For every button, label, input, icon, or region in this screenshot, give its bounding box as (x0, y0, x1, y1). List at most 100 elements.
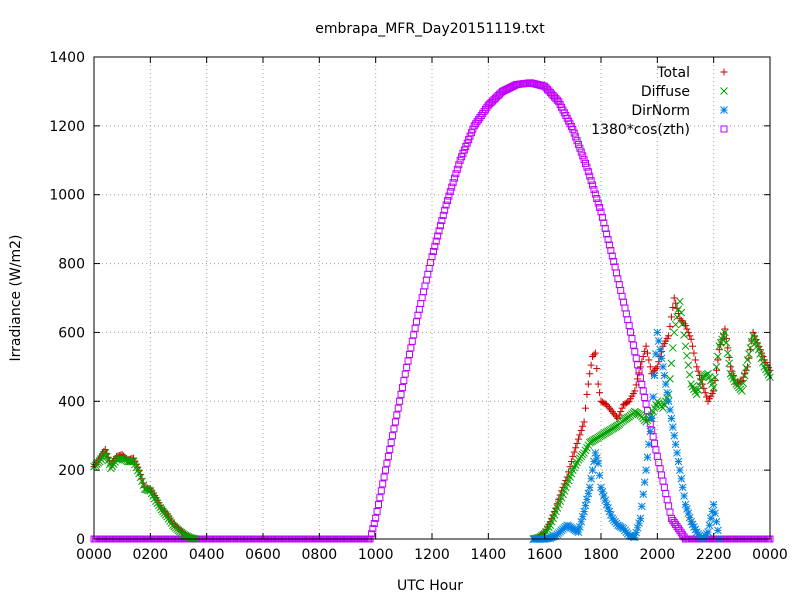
data-point (671, 440, 680, 449)
data-point (652, 365, 660, 373)
data-point (660, 371, 669, 380)
data-point (163, 512, 172, 521)
data-point (403, 364, 411, 372)
data-point (682, 322, 689, 330)
data-point (583, 495, 591, 504)
legend-label: Total (656, 65, 690, 81)
y-tick-label: 1000 (49, 188, 85, 204)
data-point (188, 534, 197, 543)
data-point (630, 533, 639, 542)
data-point (701, 389, 709, 397)
data-point (573, 137, 581, 145)
data-point (596, 389, 604, 397)
data-point (728, 367, 736, 375)
data-point (587, 474, 595, 483)
data-point (432, 237, 440, 245)
data-point (382, 466, 390, 474)
data-point (739, 379, 748, 388)
data-point (574, 435, 582, 443)
data-point (107, 464, 115, 473)
data-point (408, 337, 416, 345)
data-point (398, 384, 406, 392)
data-point (431, 242, 439, 250)
data-point (625, 322, 633, 330)
data-point (372, 514, 380, 522)
data-point (152, 497, 160, 505)
data-point (390, 425, 398, 433)
data-point (434, 232, 442, 240)
data-point (709, 383, 718, 392)
data-point (680, 331, 688, 339)
data-point (696, 371, 704, 379)
data-point (723, 349, 732, 357)
data-point (154, 501, 163, 510)
data-point (664, 397, 673, 406)
data-point (759, 358, 767, 367)
data-point (754, 345, 763, 354)
data-point (451, 174, 459, 182)
data-point (714, 352, 722, 361)
data-point (591, 449, 600, 457)
data-point (667, 359, 676, 368)
data-point (638, 380, 646, 388)
data-point (645, 440, 653, 449)
x-tick-label: 1800 (583, 547, 619, 563)
data-point (705, 521, 714, 530)
data-point (567, 458, 575, 466)
x-axis-label: UTC Hour (397, 578, 463, 594)
data-point (685, 513, 694, 522)
data-point (666, 406, 674, 414)
legend-marker (720, 68, 728, 76)
data-point (677, 308, 686, 317)
data-point (576, 431, 584, 439)
data-point (369, 525, 377, 533)
data-point (698, 380, 706, 388)
data-point (724, 344, 732, 352)
data-point (725, 359, 734, 368)
x-tick-label: 1000 (358, 547, 394, 563)
data-point (631, 348, 639, 356)
x-tick-label: 0200 (133, 547, 169, 563)
data-point (666, 322, 674, 330)
data-point (153, 499, 162, 508)
data-point (438, 217, 446, 225)
legend: Total Diffuse DirNorm 1380*cos(zth) (591, 65, 728, 138)
data-point (639, 387, 647, 395)
legend-label: DirNorm (631, 103, 690, 119)
data-point (581, 501, 590, 510)
grid-lines (94, 57, 770, 539)
data-point (652, 446, 660, 454)
data-point (669, 303, 677, 311)
legend-label: Diffuse (641, 84, 690, 100)
data-point (579, 422, 587, 430)
data-point (574, 528, 583, 536)
data-point (683, 351, 691, 360)
data-point (749, 328, 757, 336)
data-point (577, 148, 585, 156)
data-point (436, 222, 444, 230)
data-point (584, 380, 592, 388)
data-point (676, 466, 684, 474)
data-point (397, 390, 405, 398)
data-point (637, 502, 646, 511)
data-point (374, 501, 382, 509)
data-point (383, 459, 391, 467)
data-point (449, 179, 457, 187)
data-point (721, 325, 729, 333)
data-point (618, 404, 626, 412)
data-point (643, 453, 652, 462)
data-point (639, 353, 647, 361)
data-point (391, 418, 399, 426)
data-point (582, 404, 590, 412)
data-point (583, 163, 591, 171)
data-point (691, 356, 699, 364)
data-point (639, 490, 648, 499)
data-point (164, 514, 173, 523)
data-point (654, 337, 663, 345)
data-point (452, 170, 460, 178)
data-point (584, 489, 593, 498)
data-point (446, 188, 454, 196)
data-point (745, 350, 753, 358)
data-point (394, 404, 402, 412)
